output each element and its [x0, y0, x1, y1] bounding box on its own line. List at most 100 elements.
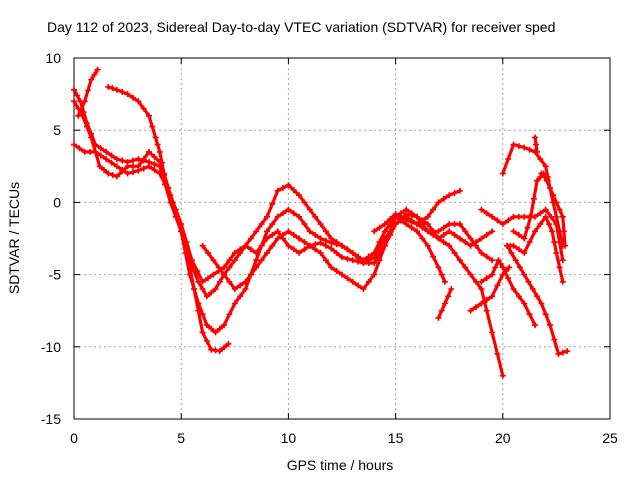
data-point: [264, 221, 276, 235]
data-point: [435, 264, 445, 278]
x-tick-label: 10: [281, 430, 297, 446]
data-point: [544, 177, 551, 184]
data-point: [178, 228, 189, 249]
data-point: [424, 242, 437, 260]
data-point: [435, 307, 445, 321]
data-point: [124, 91, 136, 101]
data-point: [231, 282, 244, 292]
data-point: [285, 182, 297, 194]
data-point: [94, 66, 101, 73]
data-point: [521, 144, 533, 153]
data-layer: [71, 66, 571, 379]
data-point: [77, 98, 87, 116]
data-point: [81, 87, 91, 105]
data-point: [135, 98, 147, 112]
data-point: [328, 245, 340, 256]
text-layer: Day 112 of 2023, Sidereal Day-to-day VTE…: [6, 19, 555, 473]
data-point: [328, 239, 340, 248]
data-point: [221, 257, 233, 271]
data-point: [221, 271, 233, 285]
data-point: [381, 228, 394, 242]
data-point: [559, 242, 566, 249]
axes-layer: 0 5 10 15 20 25 10 5 0 -5 -10 -15: [41, 50, 618, 446]
data-point: [146, 159, 158, 168]
data-point: [527, 195, 537, 220]
data-point: [113, 86, 126, 95]
data-point: [499, 156, 512, 177]
data-point: [489, 282, 501, 300]
data-point: [212, 325, 223, 336]
y-tick-label: 0: [53, 194, 61, 210]
data-point: [92, 141, 104, 152]
data-point: [317, 221, 329, 235]
data-point: [285, 228, 297, 238]
y-tick-label: 10: [45, 50, 61, 66]
data-point: [381, 216, 394, 228]
series-track-3: [71, 141, 506, 379]
data-point: [96, 163, 107, 173]
data-point: [296, 213, 308, 228]
data-point: [403, 221, 415, 231]
data-point: [510, 242, 522, 253]
data-point: [317, 235, 329, 244]
data-point: [105, 170, 116, 178]
data-point: [424, 206, 437, 220]
data-point: [510, 228, 522, 238]
data-point: [225, 340, 232, 347]
data-point: [221, 311, 233, 329]
data-point: [538, 170, 548, 181]
x-axis-label: GPS time / hours: [287, 457, 394, 473]
data-point: [371, 239, 383, 256]
data-point: [156, 170, 169, 188]
data-point: [489, 257, 496, 264]
y-tick-label: -15: [41, 411, 61, 427]
data-point: [339, 242, 351, 253]
data-point: [152, 134, 161, 148]
data-point: [542, 213, 552, 228]
data-point: [555, 349, 566, 357]
data-point: [499, 264, 512, 282]
data-point: [231, 293, 244, 307]
data-point: [242, 271, 254, 285]
y-axis-label: SDTVAR / TECUs: [6, 182, 22, 294]
data-point: [274, 185, 286, 194]
series-track-13: [504, 242, 571, 357]
data-point: [542, 206, 554, 220]
series-track-1: [71, 86, 448, 336]
data-point: [212, 278, 223, 292]
data-point: [285, 206, 297, 217]
data-point: [71, 141, 83, 152]
data-point: [478, 275, 490, 285]
data-point: [521, 213, 533, 220]
grid-layer: [74, 58, 610, 419]
data-point: [538, 300, 549, 318]
data-point: [553, 249, 563, 271]
data-point: [478, 231, 490, 242]
data-point: [392, 217, 404, 228]
data-point: [478, 286, 490, 314]
data-point: [467, 235, 479, 249]
data-point: [534, 174, 544, 184]
data-point: [113, 163, 126, 173]
data-point: [456, 221, 469, 235]
data-point: [79, 112, 90, 130]
series-track-15: [435, 286, 455, 321]
data-point: [478, 206, 490, 217]
data-point: [392, 211, 404, 220]
data-point: [381, 221, 394, 235]
data-point: [156, 148, 165, 166]
data-point: [105, 83, 116, 92]
series-track-7: [371, 187, 463, 235]
data-point: [113, 156, 126, 164]
data-point: [414, 228, 426, 242]
data-point: [203, 289, 215, 300]
data-point: [231, 249, 244, 264]
data-point: [521, 239, 533, 256]
data-point: [371, 244, 383, 261]
data-point: [403, 216, 415, 225]
data-point: [381, 228, 394, 249]
data-point: [534, 148, 541, 155]
data-point: [499, 372, 506, 379]
data-point: [285, 242, 297, 253]
